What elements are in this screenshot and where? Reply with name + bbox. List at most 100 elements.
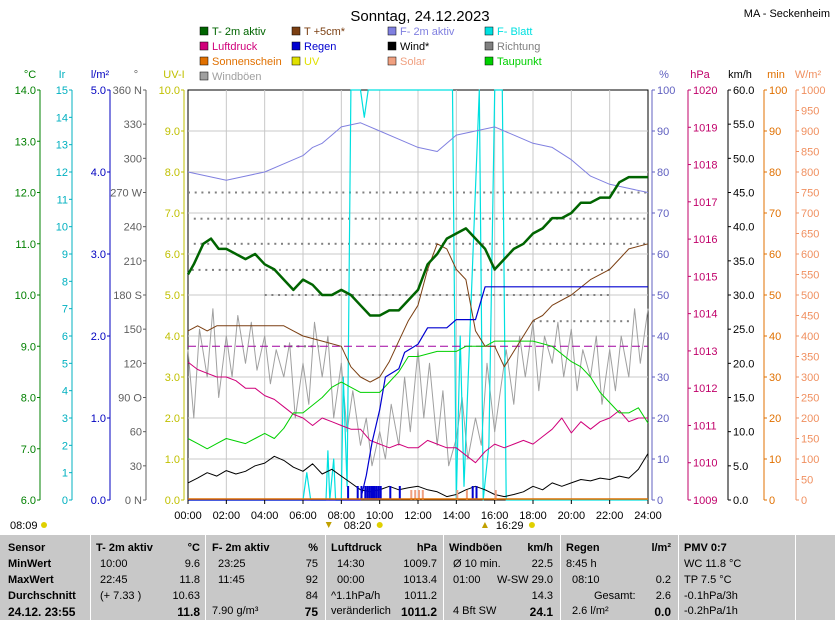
direction-dot xyxy=(396,191,398,194)
press-trend: ^1.1hPa/h xyxy=(331,590,381,602)
direction-dot xyxy=(322,191,325,194)
axis-tick-label: 10.0 xyxy=(15,290,36,302)
axis-tick-label: 50 xyxy=(657,290,669,302)
axis-tick-label: 15 xyxy=(56,85,68,97)
rain-bar xyxy=(398,486,401,500)
direction-dot xyxy=(463,191,465,194)
wind-avg-label: Ø 10 min. xyxy=(453,558,501,570)
direction-dot xyxy=(260,242,263,245)
direction-dot xyxy=(626,320,629,323)
direction-dot xyxy=(301,217,304,220)
direction-dot xyxy=(533,294,535,296)
hum-unit: % xyxy=(308,542,318,554)
axis-tick-label: 7.0 xyxy=(165,208,180,220)
direction-dot xyxy=(208,191,211,194)
rain-header: Regen xyxy=(566,542,600,554)
axis-tick-label: 1019 xyxy=(693,122,717,134)
series-line xyxy=(187,453,649,498)
legend-swatch xyxy=(387,41,397,51)
axis-tick-label: 14 xyxy=(56,112,68,124)
axis-tick-label: 150 xyxy=(124,324,142,336)
direction-dot xyxy=(436,191,439,194)
pmv-dewpoint: TP 7.5 °C xyxy=(684,574,732,586)
direction-dot xyxy=(596,242,599,245)
direction-dot xyxy=(549,242,552,245)
direction-dot xyxy=(636,217,639,220)
direction-dot xyxy=(643,217,646,220)
direction-dot xyxy=(268,191,271,194)
direction-dot xyxy=(566,320,569,323)
direction-dot xyxy=(284,294,287,296)
direction-dot xyxy=(285,268,288,271)
direction-dot xyxy=(232,268,235,271)
axis-tick-label: 1015 xyxy=(693,271,717,283)
series-line xyxy=(187,122,649,193)
rain-bar xyxy=(368,486,371,500)
direction-dot xyxy=(265,268,268,271)
direction-dot xyxy=(292,268,295,271)
axis-tick-label: 5.0 xyxy=(733,461,748,473)
axis-tick-label: 0 xyxy=(62,495,68,507)
direction-dot xyxy=(274,217,277,220)
axis-tick-label: 150 xyxy=(801,434,819,446)
solar-mark xyxy=(410,490,413,500)
direction-dot xyxy=(328,191,331,194)
direction-dot xyxy=(559,320,562,323)
direction-dot xyxy=(472,294,475,296)
temp-min-time: 10:00 xyxy=(100,558,128,570)
axis-tick-label: 450 xyxy=(801,311,819,323)
axis-tick-label: 20.0 xyxy=(733,358,754,370)
direction-dot xyxy=(399,268,402,271)
axis-tick-label: 0.0 xyxy=(165,495,180,507)
axis-tick-label: 1016 xyxy=(693,234,717,246)
legend-label: Richtung xyxy=(497,41,540,53)
rain-max-value: 0.2 xyxy=(655,574,671,586)
direction-dot xyxy=(193,217,196,220)
axis-unit: UV-I xyxy=(163,69,184,81)
direction-dot xyxy=(586,294,589,296)
direction-dot xyxy=(314,217,317,220)
direction-dot xyxy=(279,268,281,271)
x-tick-label: 14:00 xyxy=(443,510,471,522)
press-max-time: 00:00 xyxy=(337,574,365,586)
rain-bar xyxy=(375,486,378,500)
axis-tick-label: 300 xyxy=(801,372,819,384)
direction-dot xyxy=(644,191,647,194)
axis-tick-label: 100 xyxy=(801,454,819,466)
stats-rain-column: Regen l/m² 8:45 h 08:10 0.2 Gesamt: 2.6 … xyxy=(566,535,671,620)
direction-dot xyxy=(522,217,525,220)
press-header: Luftdruck xyxy=(331,542,382,554)
station-name: MA - Seckenheim xyxy=(744,8,830,20)
axis-tick-label: 20 xyxy=(769,413,781,425)
direction-dot xyxy=(589,217,592,220)
direction-dot xyxy=(546,294,549,296)
axis-tick-label: 30.0 xyxy=(733,290,754,302)
direction-dot xyxy=(358,294,361,296)
rain-bar xyxy=(370,486,373,500)
direction-dot xyxy=(483,191,486,194)
hum-min-value: 75 xyxy=(305,558,318,570)
axis-tick-label: 700 xyxy=(801,208,819,220)
direction-dot xyxy=(593,320,596,323)
direction-dot xyxy=(442,217,444,220)
direction-dot xyxy=(291,294,294,296)
hum-header: F- 2m aktiv xyxy=(212,542,270,554)
direction-dot xyxy=(261,191,264,194)
series-line xyxy=(187,243,649,383)
axis-tick-label: 6.0 xyxy=(21,495,36,507)
direction-dot xyxy=(307,242,310,245)
legend-swatch xyxy=(291,41,301,51)
axis-tick-label: 120 xyxy=(124,358,142,370)
axis-tick-label: 40.0 xyxy=(733,222,754,234)
direction-dot xyxy=(596,217,599,220)
temp-max-value: 11.8 xyxy=(179,574,200,586)
axis-tick-label: 12 xyxy=(56,167,68,179)
axis-tick-label: 1012 xyxy=(693,383,717,395)
legend-swatch xyxy=(387,56,397,66)
direction-dot xyxy=(228,191,231,194)
axis-tick-label: 350 xyxy=(801,352,819,364)
direction-dot xyxy=(606,294,609,296)
direction-dot xyxy=(307,217,310,220)
legend-swatch xyxy=(484,41,494,51)
axis-tick-label: 13.0 xyxy=(15,136,36,148)
